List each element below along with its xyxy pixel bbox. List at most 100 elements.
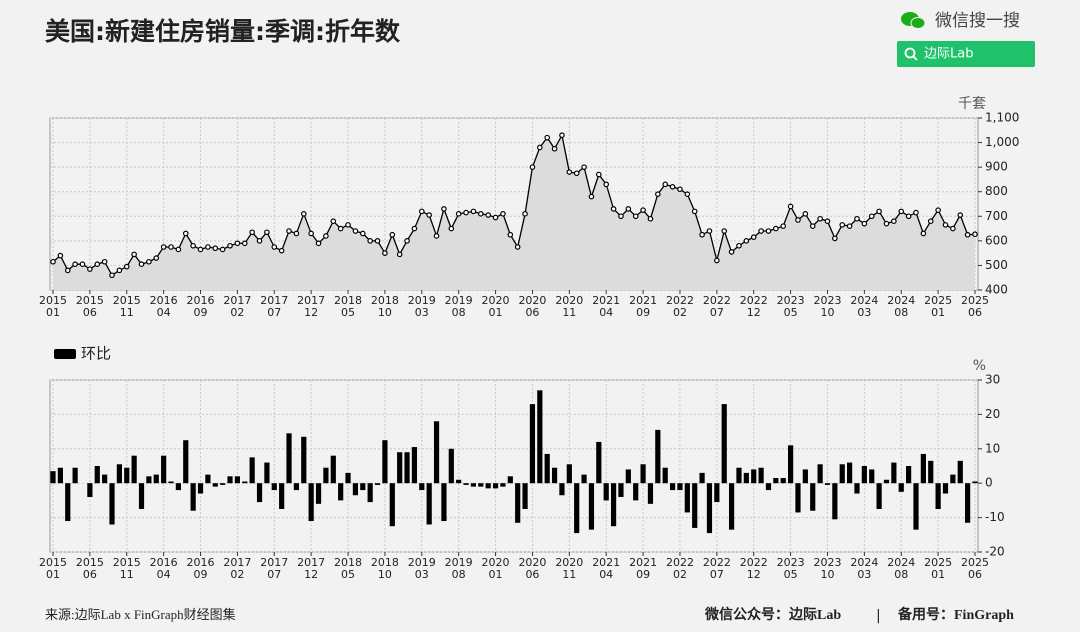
bar: [655, 429, 661, 484]
marker: [153, 255, 160, 261]
bar: [456, 479, 462, 484]
marker: [116, 267, 123, 274]
x-tick-label: 2019 03: [407, 294, 436, 319]
x-tick-label: 2023 05: [776, 294, 805, 319]
bar: [898, 483, 904, 492]
marker: [507, 231, 514, 238]
bar: [124, 467, 130, 484]
x-tick-label: 2016 04: [149, 294, 178, 319]
x-tick-label: 2015 01: [39, 294, 67, 319]
bar: [618, 483, 624, 497]
bar: [146, 476, 152, 484]
bar: [323, 467, 329, 484]
bar: [426, 483, 432, 525]
bar: [780, 478, 786, 484]
marker: [109, 272, 115, 279]
marker: [927, 218, 934, 225]
bar: [256, 483, 263, 503]
marker: [256, 238, 263, 244]
y-unit: %: [973, 358, 986, 374]
search-box[interactable]: [897, 41, 1035, 67]
x-tick-label: 2018 05: [334, 294, 363, 319]
marker: [868, 213, 875, 220]
bar: [544, 453, 550, 484]
x-tick-label: 2015 01: [39, 556, 67, 581]
x-tick-label: 2025 01: [924, 294, 953, 319]
marker: [123, 263, 130, 270]
marker: [603, 181, 610, 188]
marker: [876, 208, 882, 215]
bar: [94, 466, 100, 484]
search-text[interactable]: 边际Lab: [924, 47, 973, 62]
bar: [183, 440, 189, 484]
bar: [824, 483, 831, 485]
marker: [721, 228, 728, 234]
marker: [809, 223, 816, 229]
marker: [197, 246, 204, 253]
bar: [72, 467, 78, 484]
marker: [500, 211, 506, 217]
bar: [352, 483, 359, 496]
bar: [728, 483, 735, 530]
x-tick-label: 2025 01: [924, 556, 953, 581]
bar: [854, 483, 860, 494]
marker: [485, 212, 491, 218]
y-tick-label: -10: [985, 510, 1005, 524]
bar: [950, 474, 956, 484]
x-tick-label: 2016 09: [186, 556, 215, 581]
marker: [839, 222, 846, 228]
marker: [942, 222, 949, 228]
x-tick-label: 2015 11: [112, 556, 141, 581]
marker: [146, 258, 152, 265]
bar: [551, 467, 558, 484]
bar: [492, 483, 499, 489]
marker: [190, 242, 196, 249]
search-widget[interactable]: 微信搜一搜 边际Lab: [897, 11, 1035, 67]
x-tick-label: 2016 09: [186, 294, 215, 319]
bar: [382, 440, 388, 484]
x-tick-label: 2017 07: [260, 556, 289, 581]
bar: [249, 457, 255, 484]
marker: [610, 206, 617, 212]
x-tick-label: 2021 04: [592, 294, 621, 319]
y-unit: 千套: [958, 96, 986, 112]
plot-frame: [49, 379, 979, 553]
marker: [964, 231, 971, 238]
bar: [345, 472, 351, 484]
marker: [883, 220, 890, 227]
bar: [802, 469, 808, 484]
marker: [160, 244, 167, 250]
marker: [293, 230, 300, 237]
marker: [846, 223, 853, 229]
marker: [551, 145, 558, 152]
bar: [205, 474, 211, 484]
bar: [751, 469, 757, 484]
marker: [168, 244, 174, 250]
marker: [463, 209, 469, 216]
marker: [972, 231, 978, 238]
x-tick-label: 2015 06: [75, 556, 104, 581]
bar: [928, 460, 934, 484]
marker: [573, 170, 580, 177]
bar: [374, 483, 381, 485]
separator: |: [876, 608, 881, 624]
bar: [301, 436, 307, 484]
marker: [714, 257, 720, 264]
marker: [411, 225, 418, 232]
bar: [360, 483, 366, 491]
bar: [463, 483, 469, 485]
bar: [743, 472, 749, 484]
marker: [182, 230, 189, 237]
bar: [116, 464, 122, 484]
bar: [714, 483, 720, 503]
chart-title: 美国:新建住房销量:季调:折年数: [45, 17, 401, 46]
marker: [640, 207, 646, 213]
marker: [72, 261, 78, 268]
bar: [684, 483, 690, 513]
x-tick-label: 2024 03: [850, 294, 879, 319]
marker: [684, 191, 691, 197]
bar: [706, 483, 713, 534]
marker: [219, 246, 226, 253]
x-tick-label: 2024 03: [850, 556, 879, 581]
